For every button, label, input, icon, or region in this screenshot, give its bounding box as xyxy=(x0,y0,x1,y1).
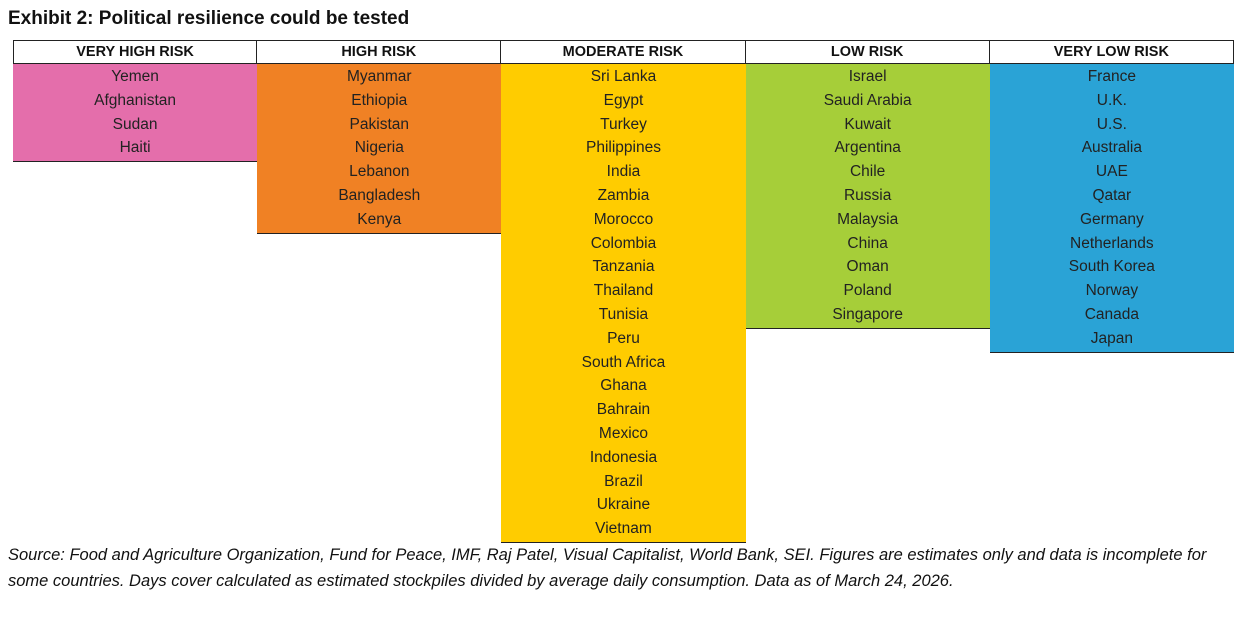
country-cell: Israel xyxy=(848,68,887,85)
country-cell: Malaysia xyxy=(837,210,899,228)
country-cell: Afghanistan xyxy=(94,91,177,109)
country-cell: Qatar xyxy=(1092,186,1132,204)
country-cell: Egypt xyxy=(603,91,644,109)
country-cell: Colombia xyxy=(590,234,657,252)
country-cell: Netherlands xyxy=(1070,234,1154,252)
country-cell: Sri Lanka xyxy=(590,68,657,85)
country-cell: Ethiopia xyxy=(351,91,408,109)
country-cell: Canada xyxy=(1084,305,1139,323)
risk-column-header: HIGH RISK xyxy=(257,40,502,64)
risk-column: HIGH RISK Myanmar Ethiopia Pakistan Nigeria L… xyxy=(257,40,502,234)
country-cell: Indonesia xyxy=(589,448,658,466)
risk-column: MODERATE RISK Sri Lanka Egypt Turkey Philipp… xyxy=(501,40,746,543)
risk-column-body: Yemen Afghanistan Sudan Haiti xyxy=(13,64,258,163)
country-cell: Singapore xyxy=(832,305,903,323)
country-cell: U.K. xyxy=(1096,91,1127,109)
risk-column-header: LOW RISK xyxy=(745,40,990,64)
country-cell: Australia xyxy=(1081,139,1142,157)
country-cell: Russia xyxy=(843,186,892,204)
risk-column: VERY HIGH RISK Yemen Afghanistan Sudan Haiti xyxy=(13,40,258,163)
country-cell: Ghana xyxy=(600,377,647,395)
country-cell: Philippines xyxy=(585,139,661,157)
country-cell: Lebanon xyxy=(349,163,410,181)
country-cell: Japan xyxy=(1090,329,1133,347)
exhibit-title: Exhibit 2: Political resilience could be… xyxy=(8,8,410,29)
country-cell: Tunisia xyxy=(598,305,649,323)
risk-column-body: Myanmar Ethiopia Pakistan Nigeria Lebanon Ban… xyxy=(257,64,502,234)
country-cell: Mexico xyxy=(598,424,649,442)
country-cell: Bahrain xyxy=(596,401,651,419)
country-cell: Thailand xyxy=(593,282,654,300)
country-cell: Myanmar xyxy=(346,68,412,85)
country-cell: Saudi Arabia xyxy=(823,91,912,109)
country-cell: Kuwait xyxy=(844,115,891,133)
country-cell: Brazil xyxy=(604,472,643,490)
country-cell: Haiti xyxy=(119,139,151,157)
country-cell: Zambia xyxy=(597,186,650,204)
risk-column-body: Sri Lanka Egypt Turkey Philippines India Zamb… xyxy=(501,64,746,543)
country-cell: Chile xyxy=(849,163,886,181)
country-cell: Poland xyxy=(843,282,892,300)
risk-table: VERY HIGH RISK Yemen Afghanistan Sudan Haiti… xyxy=(13,40,1234,543)
country-cell: South Africa xyxy=(581,353,666,371)
country-cell: Turkey xyxy=(600,115,647,133)
country-cell: Yemen xyxy=(111,68,159,85)
country-cell: Morocco xyxy=(593,210,654,228)
country-cell: Ukraine xyxy=(596,496,651,514)
country-cell: France xyxy=(1087,68,1136,85)
country-cell: Tanzania xyxy=(592,258,655,276)
source-note: Source: Food and Agriculture Organizatio… xyxy=(8,546,1207,590)
risk-column-header: VERY LOW RISK xyxy=(989,40,1234,64)
country-cell: Pakistan xyxy=(349,115,409,133)
country-cell: Vietnam xyxy=(595,520,652,538)
country-cell: Sudan xyxy=(112,115,158,133)
country-cell: Peru xyxy=(607,329,640,347)
risk-column-header: VERY HIGH RISK xyxy=(13,40,258,64)
country-cell: Norway xyxy=(1085,282,1139,300)
risk-column: LOW RISK Israel Saudi Arabia Kuwait Argentin… xyxy=(745,40,990,329)
country-cell: Nigeria xyxy=(354,139,404,157)
country-cell: U.S. xyxy=(1096,115,1127,133)
country-cell: UAE xyxy=(1095,163,1128,181)
risk-column-header: MODERATE RISK xyxy=(501,40,746,64)
country-cell: Oman xyxy=(846,258,889,276)
country-cell: India xyxy=(606,163,641,181)
country-cell: South Korea xyxy=(1068,258,1155,276)
country-cell: China xyxy=(847,234,888,252)
risk-column-body: France U.K. U.S. Australia UAE Qatar Germany Ne… xyxy=(989,64,1234,353)
country-cell: Kenya xyxy=(357,210,402,228)
risk-column-body: Israel Saudi Arabia Kuwait Argentina Chile Ru… xyxy=(745,64,990,329)
risk-column: VERY LOW RISK France U.K. U.S. Australia UAE Q… xyxy=(989,40,1234,353)
country-cell: Germany xyxy=(1079,210,1144,228)
country-cell: Bangladesh xyxy=(338,186,421,204)
country-cell: Argentina xyxy=(834,139,901,157)
